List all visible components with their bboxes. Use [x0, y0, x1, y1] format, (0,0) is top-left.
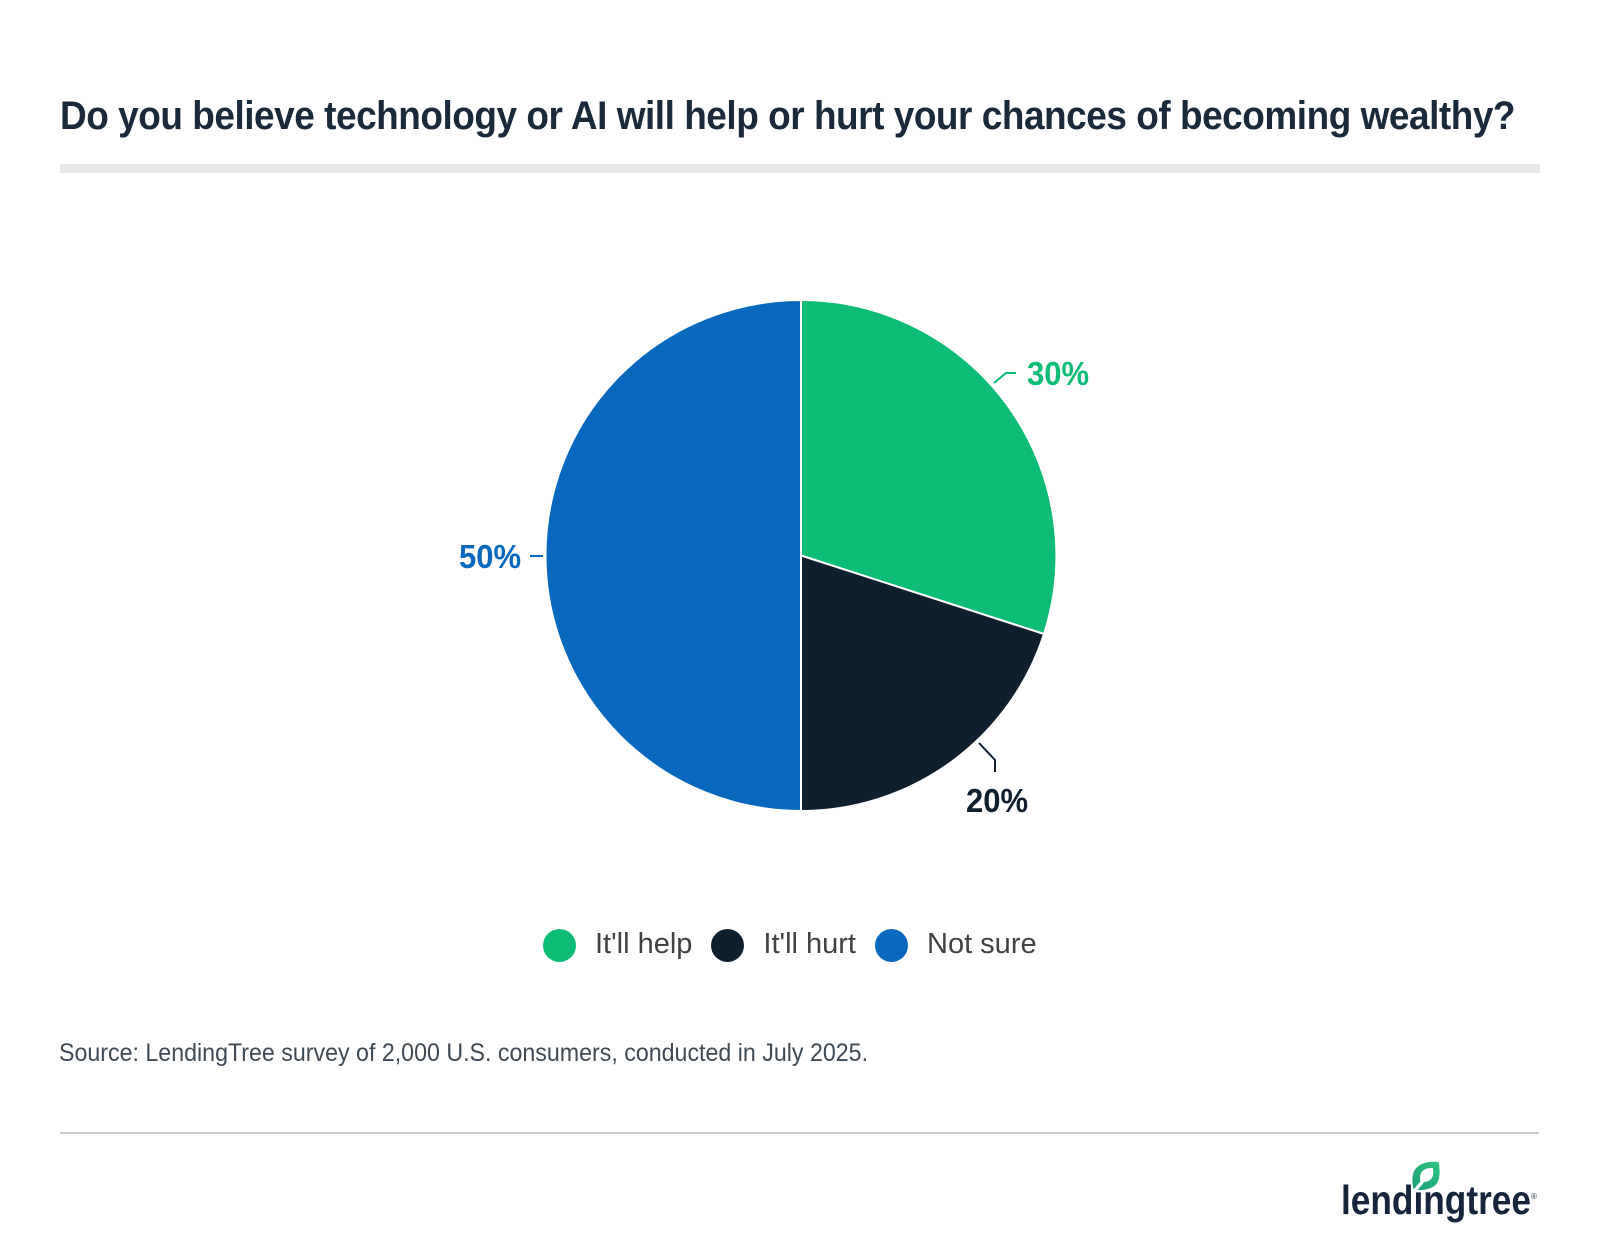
svg-text:®: ®: [1531, 1192, 1537, 1201]
svg-text:lendıngtree: lendıngtree: [1341, 1177, 1531, 1223]
